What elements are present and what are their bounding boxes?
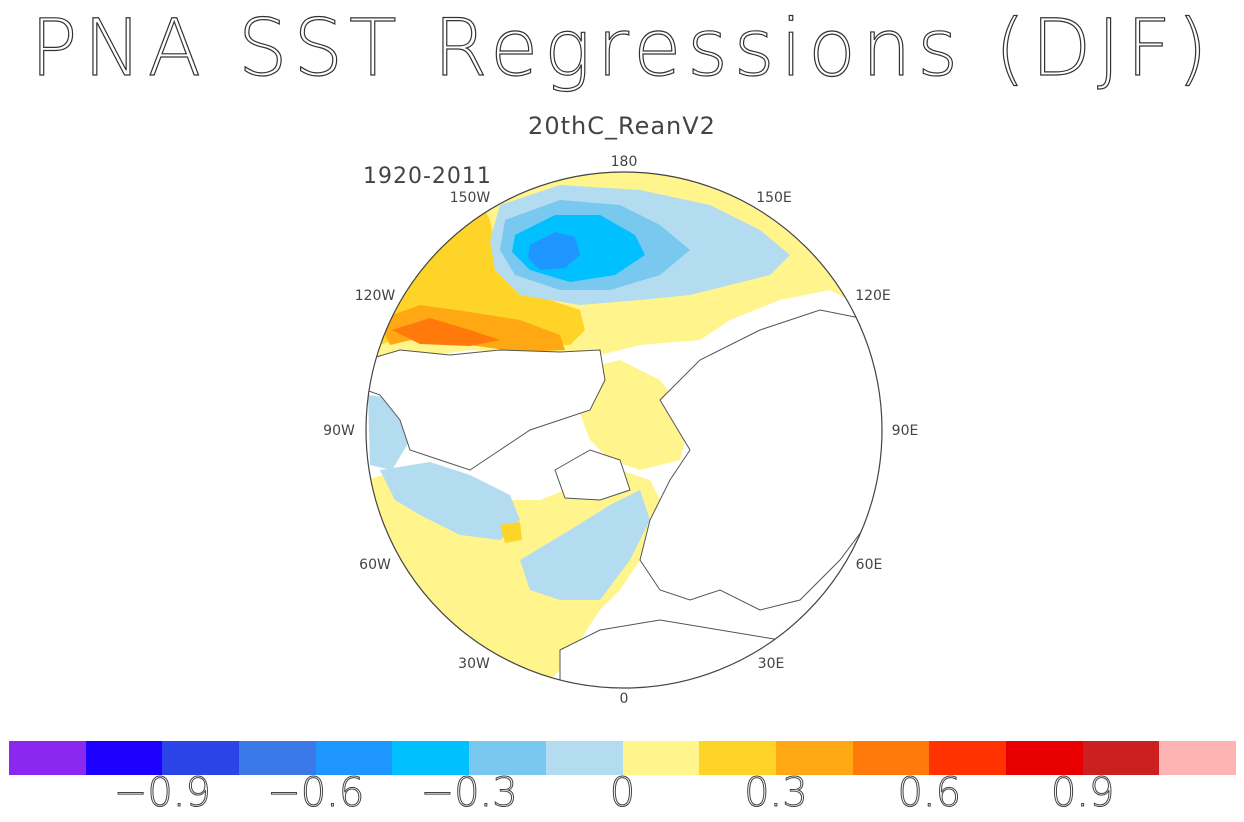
colorbar-segment xyxy=(469,741,546,775)
land-greenland xyxy=(554,449,631,501)
colorbar-segment xyxy=(545,741,623,775)
region-alaska-hot xyxy=(392,318,500,346)
lon-label-120e: 120E xyxy=(855,288,891,304)
map-border xyxy=(365,171,883,689)
colorbar-tick-label: 0 xyxy=(609,770,636,817)
region-mid-atlantic-cool xyxy=(520,490,650,600)
colorbar-segment xyxy=(162,741,240,775)
colorbar-segment xyxy=(852,741,930,775)
lon-label-90w: 90W xyxy=(323,423,355,439)
colorbar-segment xyxy=(239,741,316,775)
colorbar-segment xyxy=(9,741,86,775)
lon-label-60w: 60W xyxy=(359,557,391,573)
colorbar xyxy=(9,741,1236,775)
chart-title: PNA SST Regressions (DJF) xyxy=(30,3,1214,94)
region-alaska-warm xyxy=(378,305,565,352)
colorbar-segment xyxy=(775,741,853,775)
region-pacific-cold-core xyxy=(528,232,580,270)
colorbar-segment xyxy=(1082,741,1160,775)
colorbar-segment xyxy=(1159,741,1236,775)
colorbar-tick-label: 0.9 xyxy=(1050,770,1115,817)
lon-label-90e: 90E xyxy=(892,423,919,439)
region-atl-warm-spot xyxy=(500,522,522,543)
period-label: 1920-2011 xyxy=(363,164,492,189)
colorbar-segment xyxy=(315,741,393,775)
colorbar-tick-label: −0.6 xyxy=(267,770,365,817)
land-eurasia xyxy=(639,309,882,611)
polar-map: 180 150E 120E 90E 60E 30E 0 30W 60W 90W … xyxy=(323,154,919,705)
sst-field xyxy=(366,172,882,688)
colorbar-segment xyxy=(699,741,776,775)
colorbar-segment xyxy=(622,741,700,775)
lon-label-150e: 150E xyxy=(756,190,792,206)
colorbar-tick-label: −0.3 xyxy=(420,770,518,817)
colorbar-segment xyxy=(929,741,1006,775)
colorbar-segment xyxy=(392,741,470,775)
lon-label-30e: 30E xyxy=(758,656,785,672)
chart-subtitle: 20thC_ReanV2 xyxy=(528,112,716,140)
lon-label-180: 180 xyxy=(611,154,638,170)
lon-label-120w: 120W xyxy=(355,288,396,304)
lon-label-30w: 30W xyxy=(458,656,490,672)
land-north-america xyxy=(366,349,606,471)
region-arctic-base xyxy=(575,360,690,470)
colorbar-segment xyxy=(1005,741,1083,775)
lon-label-0: 0 xyxy=(620,691,629,705)
colorbar-segment xyxy=(85,741,163,775)
lon-label-150w: 150W xyxy=(450,190,491,206)
lon-label-60e: 60E xyxy=(856,557,883,573)
colorbar-tick-label: −0.9 xyxy=(113,770,211,817)
region-w-atlantic-cool xyxy=(380,462,520,540)
colorbar-tick-label: 0.6 xyxy=(897,770,962,817)
colorbar-tick-label: 0.3 xyxy=(744,770,809,817)
